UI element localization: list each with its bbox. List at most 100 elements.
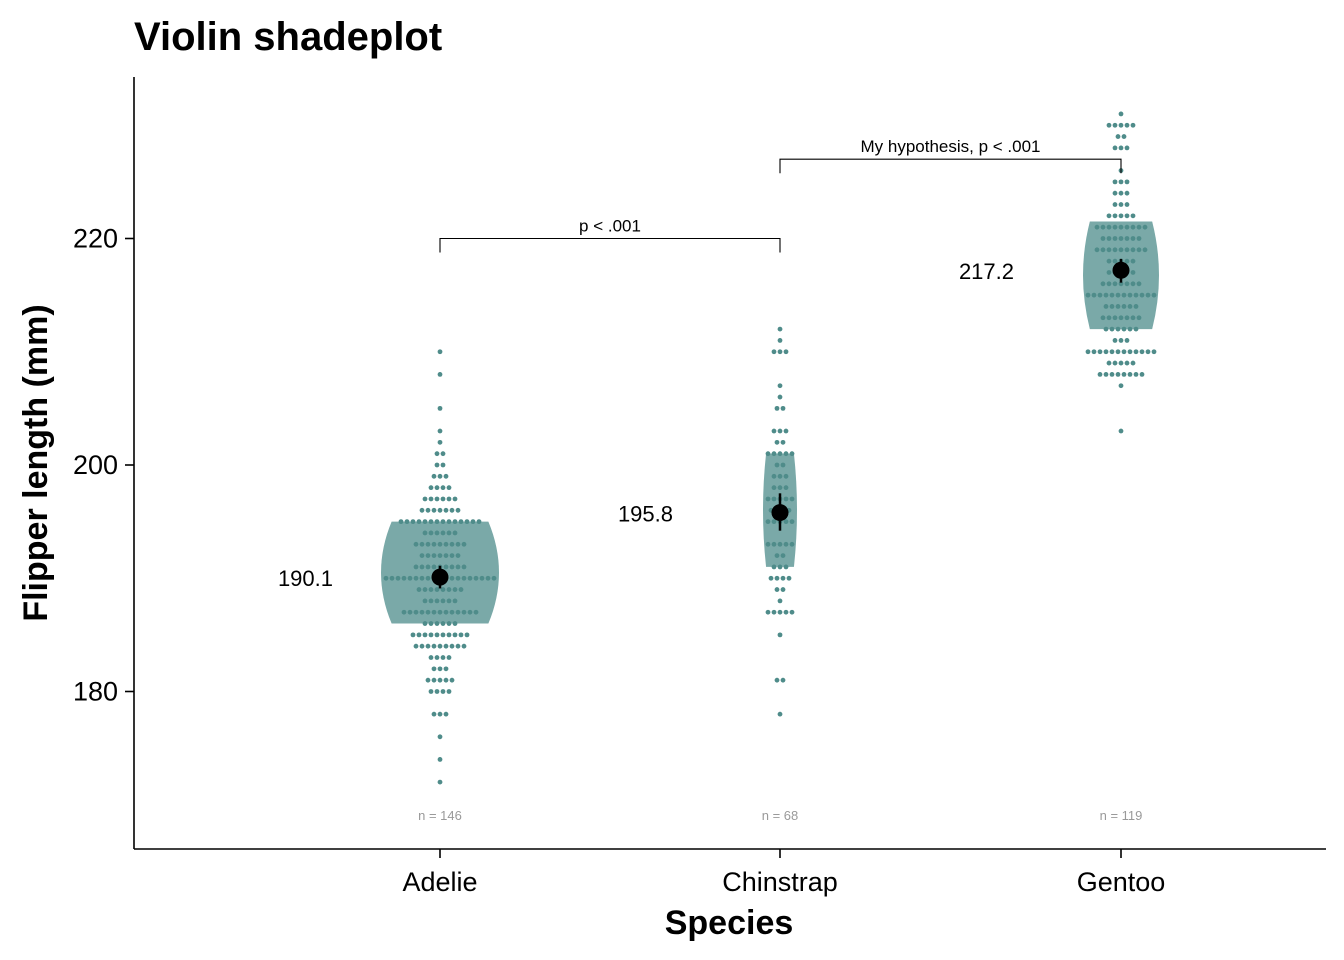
data-dot: [437, 349, 443, 355]
data-dot: [431, 564, 437, 570]
data-dot: [431, 677, 437, 683]
data-dot: [1109, 349, 1115, 355]
data-dot: [458, 587, 464, 592]
data-dot: [1112, 224, 1118, 230]
data-dot: [437, 677, 443, 683]
data-dot: [1142, 247, 1148, 253]
data-dot: [1118, 360, 1124, 366]
data-dot: [458, 519, 464, 525]
data-dot: [1118, 213, 1124, 219]
data-dot: [467, 575, 473, 581]
data-dot: [413, 541, 419, 547]
data-dot: [440, 462, 446, 468]
data-dot: [1115, 326, 1121, 332]
data-dot: [419, 553, 425, 558]
data-dot: [1133, 304, 1139, 309]
data-dot: [416, 587, 422, 592]
data-dot: [1115, 134, 1121, 139]
y-tick-label: 200: [73, 450, 118, 480]
data-dot: [786, 575, 792, 581]
data-dot: [440, 655, 446, 660]
data-dot: [1112, 360, 1118, 366]
data-dot: [422, 598, 428, 604]
data-dot: [407, 609, 413, 615]
data-dot: [765, 609, 771, 615]
data-dot: [783, 519, 789, 525]
data-dot: [443, 553, 449, 558]
data-dot: [443, 643, 449, 649]
data-dot: [1100, 224, 1106, 230]
data-dot: [774, 677, 780, 683]
data-dot: [440, 598, 446, 604]
data-dot: [413, 643, 419, 649]
data-dot: [1109, 292, 1115, 298]
data-dot: [783, 485, 789, 491]
data-dot: [780, 462, 786, 468]
data-dot: [1112, 258, 1118, 264]
data-dot: [1118, 247, 1124, 253]
data-dot: [1136, 281, 1142, 287]
data-dot: [461, 575, 467, 581]
data-dot: [1130, 213, 1136, 219]
data-dot: [440, 519, 446, 525]
data-dot: [422, 530, 428, 536]
data-dot: [440, 530, 446, 536]
data-dot: [425, 609, 431, 615]
data-dot: [1124, 338, 1130, 343]
n-label: n = 68: [762, 808, 799, 823]
data-dot: [1145, 349, 1151, 355]
data-dot: [1124, 247, 1130, 253]
data-dot: [1118, 236, 1124, 241]
data-dot: [1127, 372, 1133, 377]
data-dot: [437, 439, 443, 445]
data-dot: [1151, 349, 1157, 355]
data-dot: [455, 541, 461, 547]
data-dot: [771, 564, 777, 570]
bracket-label: My hypothesis, p < .001: [860, 137, 1040, 156]
data-dot: [1097, 292, 1103, 298]
data-dot: [1115, 372, 1121, 377]
data-dot: [1106, 122, 1112, 128]
data-dot: [437, 507, 443, 513]
data-dot: [1124, 190, 1130, 196]
data-dot: [437, 428, 443, 434]
data-dot: [1112, 202, 1118, 207]
data-dot: [449, 553, 455, 558]
data-dot: [780, 677, 786, 683]
data-dot: [434, 451, 440, 457]
data-dot: [771, 473, 777, 479]
data-dot: [428, 496, 434, 502]
data-dot: [1124, 179, 1130, 185]
data-dot: [1133, 292, 1139, 298]
data-dot: [1112, 190, 1118, 196]
data-dot: [461, 541, 467, 547]
data-dot: [1124, 281, 1130, 287]
data-dot: [434, 632, 440, 638]
data-dot: [1118, 145, 1124, 151]
data-dot: [434, 462, 440, 468]
data-dot: [422, 519, 428, 525]
axes: 180 200 220 Adelie Chinstrap Gentoo: [73, 224, 1165, 898]
data-dot: [446, 587, 452, 592]
data-dot: [389, 575, 395, 581]
data-dot: [455, 564, 461, 570]
data-dot: [428, 598, 434, 604]
data-dot: [464, 519, 470, 525]
data-dot: [1118, 190, 1124, 196]
data-dot: [437, 666, 443, 672]
data-dot: [1112, 315, 1118, 321]
data-dot: [774, 405, 780, 411]
data-dot: [1118, 383, 1124, 389]
x-tick-label: Adelie: [402, 867, 477, 897]
data-dot: [783, 349, 789, 355]
data-dot: [1121, 134, 1127, 139]
data-dot: [1124, 315, 1130, 321]
data-dot: [452, 519, 458, 525]
data-dot: [455, 575, 461, 581]
data-dot: [1100, 315, 1106, 321]
data-dot: [1106, 270, 1112, 275]
data-dot: [416, 632, 422, 638]
data-dot: [771, 451, 777, 457]
data-dot: [419, 643, 425, 649]
data-dot: [461, 609, 467, 615]
